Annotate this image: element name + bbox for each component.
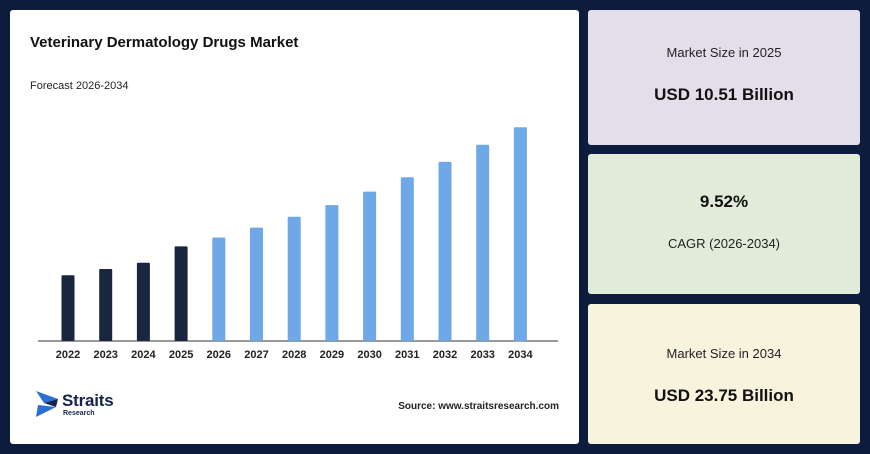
chart-subtitle: Forecast 2026-2034 (30, 80, 129, 92)
x-tick-label: 2034 (508, 349, 533, 361)
bar-2024 (136, 262, 150, 341)
bar-2027 (250, 227, 263, 341)
card-label: Market Size in 2034 (666, 346, 782, 361)
market-size-2025-card: Market Size in 2025 USD 10.51 Billion (588, 10, 860, 145)
logo-sub: Research (63, 410, 95, 417)
cagr-card: 9.52% CAGR (2026-2034) (588, 154, 860, 294)
x-tick-label: 2028 (282, 349, 306, 361)
card-value: USD 23.75 Billion (654, 386, 794, 405)
straits-research-logo: Straits Research (36, 391, 146, 431)
x-tick-label: 2026 (207, 349, 231, 361)
x-tick-label: 2032 (433, 349, 457, 361)
bar-2025 (174, 246, 188, 341)
card-label: CAGR (2026-2034) (668, 236, 780, 251)
bar-2030 (363, 191, 377, 341)
chart-title: Veterinary Dermatology Drugs Market (30, 34, 299, 51)
logo-mark-icon (36, 391, 58, 417)
source-text: Source: www.straitsresearch.com (398, 401, 559, 412)
x-tick-label: 2027 (244, 349, 268, 361)
x-tick-label: 2030 (357, 349, 381, 361)
bar-2034 (513, 127, 527, 342)
x-tick-label: 2033 (470, 349, 494, 361)
x-tick-label: 2024 (131, 349, 156, 361)
x-tick-label: 2025 (169, 349, 193, 361)
logo-name: Straits (62, 391, 114, 410)
bar-2023 (99, 269, 113, 341)
card-value: 9.52% (699, 192, 749, 211)
bar-chart: 2022 2023 2024 2025 2026 2027 2028 2029 2030 2031… (38, 127, 558, 361)
market-size-2034-card: Market Size in 2034 USD 23.75 Billion (588, 304, 860, 444)
card-value: USD 10.51 Billion (654, 85, 794, 104)
x-tick-label: 2023 (93, 349, 117, 361)
bar-2026 (212, 237, 226, 341)
bar-2033 (476, 144, 490, 341)
x-tick-label: 2022 (56, 349, 80, 361)
card-label: Market Size in 2025 (666, 45, 782, 60)
x-tick-label: 2029 (320, 349, 344, 361)
bar-2028 (287, 216, 301, 341)
bar-2022 (61, 275, 75, 341)
bar-2029 (325, 205, 339, 341)
chart-panel: Veterinary Dermatology Drugs Market Fore… (10, 10, 579, 444)
bar-2031 (400, 177, 414, 341)
x-tick-label: 2031 (395, 349, 419, 361)
bar-2032 (438, 161, 452, 341)
